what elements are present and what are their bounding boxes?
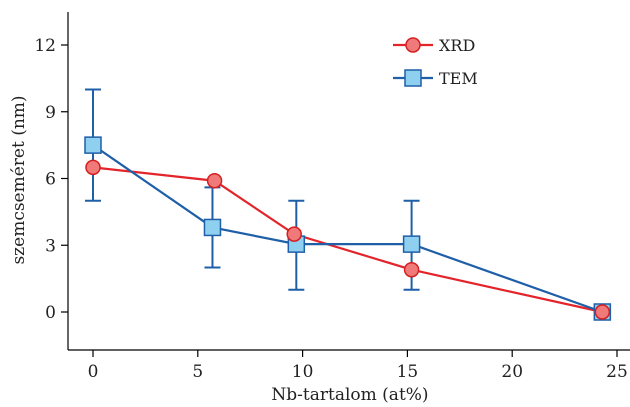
legend: XRD TEM (393, 36, 478, 88)
data-point-xrd (594, 304, 611, 320)
data-point-tem (203, 218, 222, 237)
axes: 0 5 10 15 20 25 0 3 6 9 12 (34, 12, 630, 382)
data-point-xrd (403, 261, 420, 278)
data-point-tem (84, 136, 102, 154)
x-tick-label: 0 (88, 362, 99, 382)
legend-label-xrd: XRD (439, 36, 475, 55)
series-line-tem (92, 144, 603, 314)
legend-label-tem: TEM (439, 69, 478, 88)
x-axis-title: Nb-tartalom (at%) (271, 385, 428, 405)
y-tick-label: 9 (45, 103, 56, 123)
x-tick-label: 20 (501, 362, 523, 382)
x-tick-label: 25 (606, 362, 628, 382)
x-tick-label: 5 (192, 362, 203, 382)
series-line-xrd (92, 166, 603, 314)
data-point-xrd (85, 159, 101, 176)
y-tick-label: 3 (45, 236, 56, 256)
data-point-tem (402, 235, 421, 253)
data-point-xrd (286, 226, 302, 242)
series-layer (84, 88, 612, 321)
y-tick-label: 0 (45, 303, 56, 323)
y-tick-label: 6 (45, 170, 56, 190)
legend-marker-tem (404, 69, 422, 87)
y-tick-label: 12 (34, 36, 56, 56)
x-tick-label: 15 (397, 362, 419, 382)
data-point-xrd (206, 172, 223, 189)
y-axis-title: szemcseméret (nm) (9, 95, 29, 264)
legend-marker-xrd (405, 37, 421, 53)
x-tick-label: 10 (292, 362, 314, 382)
